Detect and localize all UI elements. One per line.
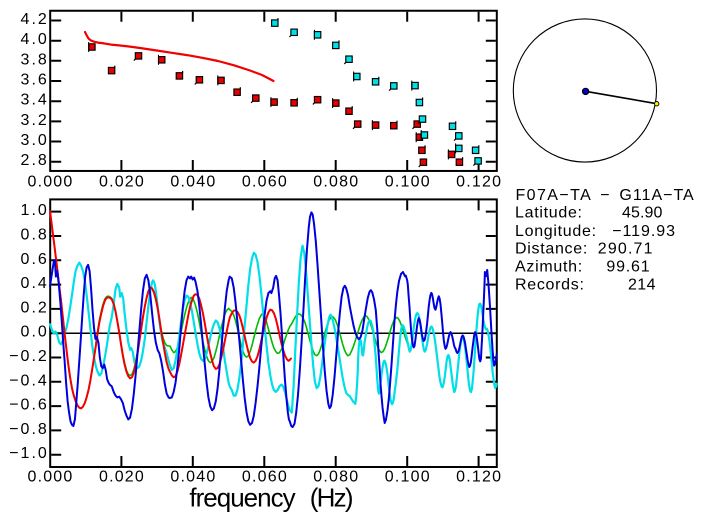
- svg-text:frequency: frequency: [189, 482, 295, 512]
- svg-text:0.040: 0.040: [170, 174, 216, 191]
- svg-text:45.90: 45.90: [622, 204, 663, 221]
- svg-text:0.120: 0.120: [456, 468, 502, 485]
- svg-text:Records:: Records:: [515, 276, 585, 293]
- svg-text:3.0: 3.0: [21, 132, 49, 149]
- svg-text:0.080: 0.080: [313, 174, 359, 191]
- svg-text:F07A−TA: F07A−TA: [516, 187, 593, 204]
- svg-text:Distance:: Distance:: [515, 240, 588, 257]
- svg-text:−1.0: −1.0: [9, 445, 49, 462]
- svg-text:0.060: 0.060: [242, 468, 288, 485]
- svg-text:3.8: 3.8: [21, 51, 49, 68]
- svg-text:−0.2: −0.2: [9, 348, 49, 365]
- svg-text:3.2: 3.2: [21, 112, 49, 129]
- svg-text:0.060: 0.060: [242, 174, 288, 191]
- svg-text:0.020: 0.020: [99, 174, 145, 191]
- svg-text:0.100: 0.100: [385, 174, 431, 191]
- svg-text:1.0: 1.0: [21, 202, 49, 219]
- svg-text:Azimuth:: Azimuth:: [515, 259, 583, 276]
- svg-text:3.4: 3.4: [21, 92, 49, 109]
- svg-text:(Hz): (Hz): [310, 482, 353, 512]
- svg-text:0.000: 0.000: [27, 468, 73, 485]
- svg-text:0.020: 0.020: [99, 468, 145, 485]
- svg-text:0.040: 0.040: [170, 468, 216, 485]
- svg-text:Latitude:: Latitude:: [515, 204, 583, 221]
- svg-text:3.6: 3.6: [21, 72, 49, 89]
- svg-text:0.080: 0.080: [313, 468, 359, 485]
- svg-text:0.000: 0.000: [27, 174, 73, 191]
- svg-text:−: −: [600, 187, 609, 204]
- svg-text:4.0: 4.0: [21, 31, 49, 48]
- svg-text:2.8: 2.8: [21, 152, 49, 169]
- svg-text:0.4: 0.4: [21, 275, 49, 292]
- svg-text:0.2: 0.2: [21, 299, 49, 316]
- svg-text:0.0: 0.0: [21, 324, 49, 341]
- svg-text:−0.8: −0.8: [9, 421, 49, 438]
- svg-text:Longitude:: Longitude:: [515, 223, 597, 240]
- svg-text:4.2: 4.2: [21, 11, 49, 28]
- svg-text:0.8: 0.8: [21, 227, 49, 244]
- svg-text:0.100: 0.100: [385, 468, 431, 485]
- svg-text:−0.4: −0.4: [9, 372, 49, 389]
- svg-text:G11A−TA: G11A−TA: [619, 187, 694, 204]
- svg-text:0.6: 0.6: [21, 251, 49, 268]
- svg-text:0.120: 0.120: [456, 174, 502, 191]
- svg-text:99.61: 99.61: [606, 259, 650, 276]
- svg-text:214: 214: [628, 276, 656, 293]
- svg-text:−119.93: −119.93: [612, 223, 676, 240]
- svg-text:290.71: 290.71: [598, 240, 654, 257]
- svg-text:−0.6: −0.6: [9, 397, 49, 414]
